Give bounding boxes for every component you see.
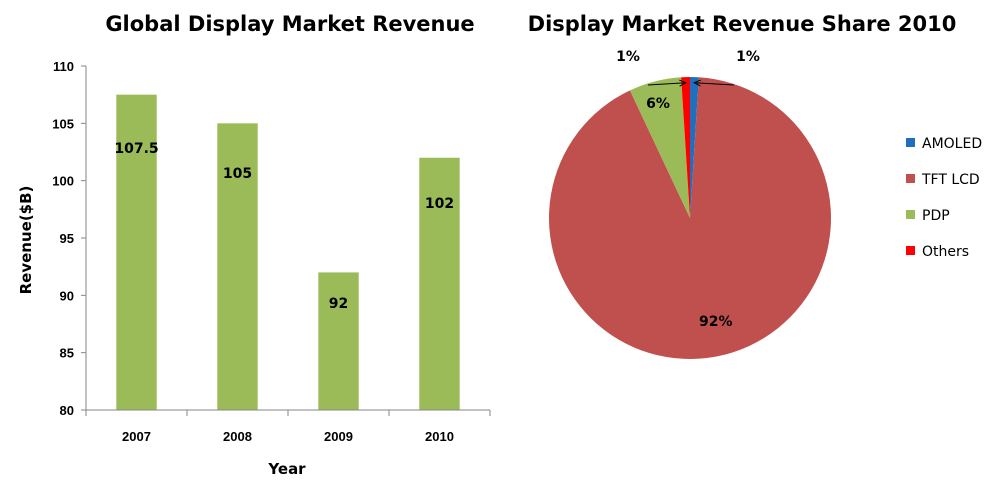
bar-x-tick-label: 2010 xyxy=(425,429,454,444)
pie-leader-arrowhead xyxy=(679,79,687,87)
bar-2010 xyxy=(419,157,460,410)
pie-legend: AMOLED TFT LCD PDP Others xyxy=(906,136,982,260)
bar-y-tick-label: 95 xyxy=(60,231,74,246)
bar-data-label: 102 xyxy=(425,196,454,212)
pie-leader-arrowhead xyxy=(693,79,701,87)
pie-slice-tft-lcd xyxy=(549,77,832,359)
legend-label: TFT LCD xyxy=(921,172,980,188)
pie-data-label: 1% xyxy=(616,49,640,65)
legend-swatch xyxy=(906,246,915,255)
pie-leader-line xyxy=(694,82,735,86)
bar-data-labels: 107.5 105 92 102 xyxy=(114,141,454,312)
pie-leader-line xyxy=(647,82,686,86)
bar-y-tick-label: 100 xyxy=(52,174,74,189)
bar-x-tick-label: 2008 xyxy=(223,429,252,444)
bar-data-label: 92 xyxy=(329,296,348,312)
pie-data-labels: 1% 92% 6% 1% xyxy=(616,49,760,330)
bar-y-tick-labels: 80 85 90 95 100 105 110 xyxy=(52,59,86,418)
bar-y-tick-label: 90 xyxy=(60,288,74,303)
legend-label: PDP xyxy=(922,208,950,224)
bar-x-tick-label: 2007 xyxy=(122,429,151,444)
pie-slices xyxy=(549,77,832,359)
bar-y-tick-label: 85 xyxy=(60,346,74,361)
bar-2007 xyxy=(116,94,157,411)
legend-swatch xyxy=(906,210,915,219)
legend-label: AMOLED xyxy=(922,136,982,152)
bar-x-axis-label: Year xyxy=(267,460,306,478)
bar-y-tick-label: 110 xyxy=(53,59,74,74)
bar-y-axis-label: Revenue($B) xyxy=(17,186,35,295)
bar-data-label: 107.5 xyxy=(114,141,158,157)
bar-series xyxy=(116,94,460,411)
bar-x-tick-labels: 2007 2008 2009 2010 xyxy=(85,410,491,444)
bar-y-tick-label: 80 xyxy=(60,403,74,418)
pie-chart-title: Display Market Revenue Share 2010 xyxy=(528,12,957,36)
legend-swatch xyxy=(906,174,915,183)
bar-data-label: 105 xyxy=(223,166,252,182)
bar-2009 xyxy=(318,272,359,410)
pie-data-label: 92% xyxy=(699,314,733,330)
pie-slice-amoled xyxy=(690,77,699,218)
legend-label: Others xyxy=(922,244,969,260)
bar-2008 xyxy=(217,123,258,410)
bar-x-tick-label: 2009 xyxy=(324,429,353,444)
legend-swatch xyxy=(906,138,915,147)
pie-data-label: 1% xyxy=(736,49,760,65)
bar-y-tick-label: 105 xyxy=(52,116,74,131)
pie-slice-pdp xyxy=(629,77,690,218)
pie-data-label: 6% xyxy=(646,96,670,112)
bar-chart-title: Global Display Market Revenue xyxy=(105,12,474,36)
pie-slice-others xyxy=(681,77,690,218)
